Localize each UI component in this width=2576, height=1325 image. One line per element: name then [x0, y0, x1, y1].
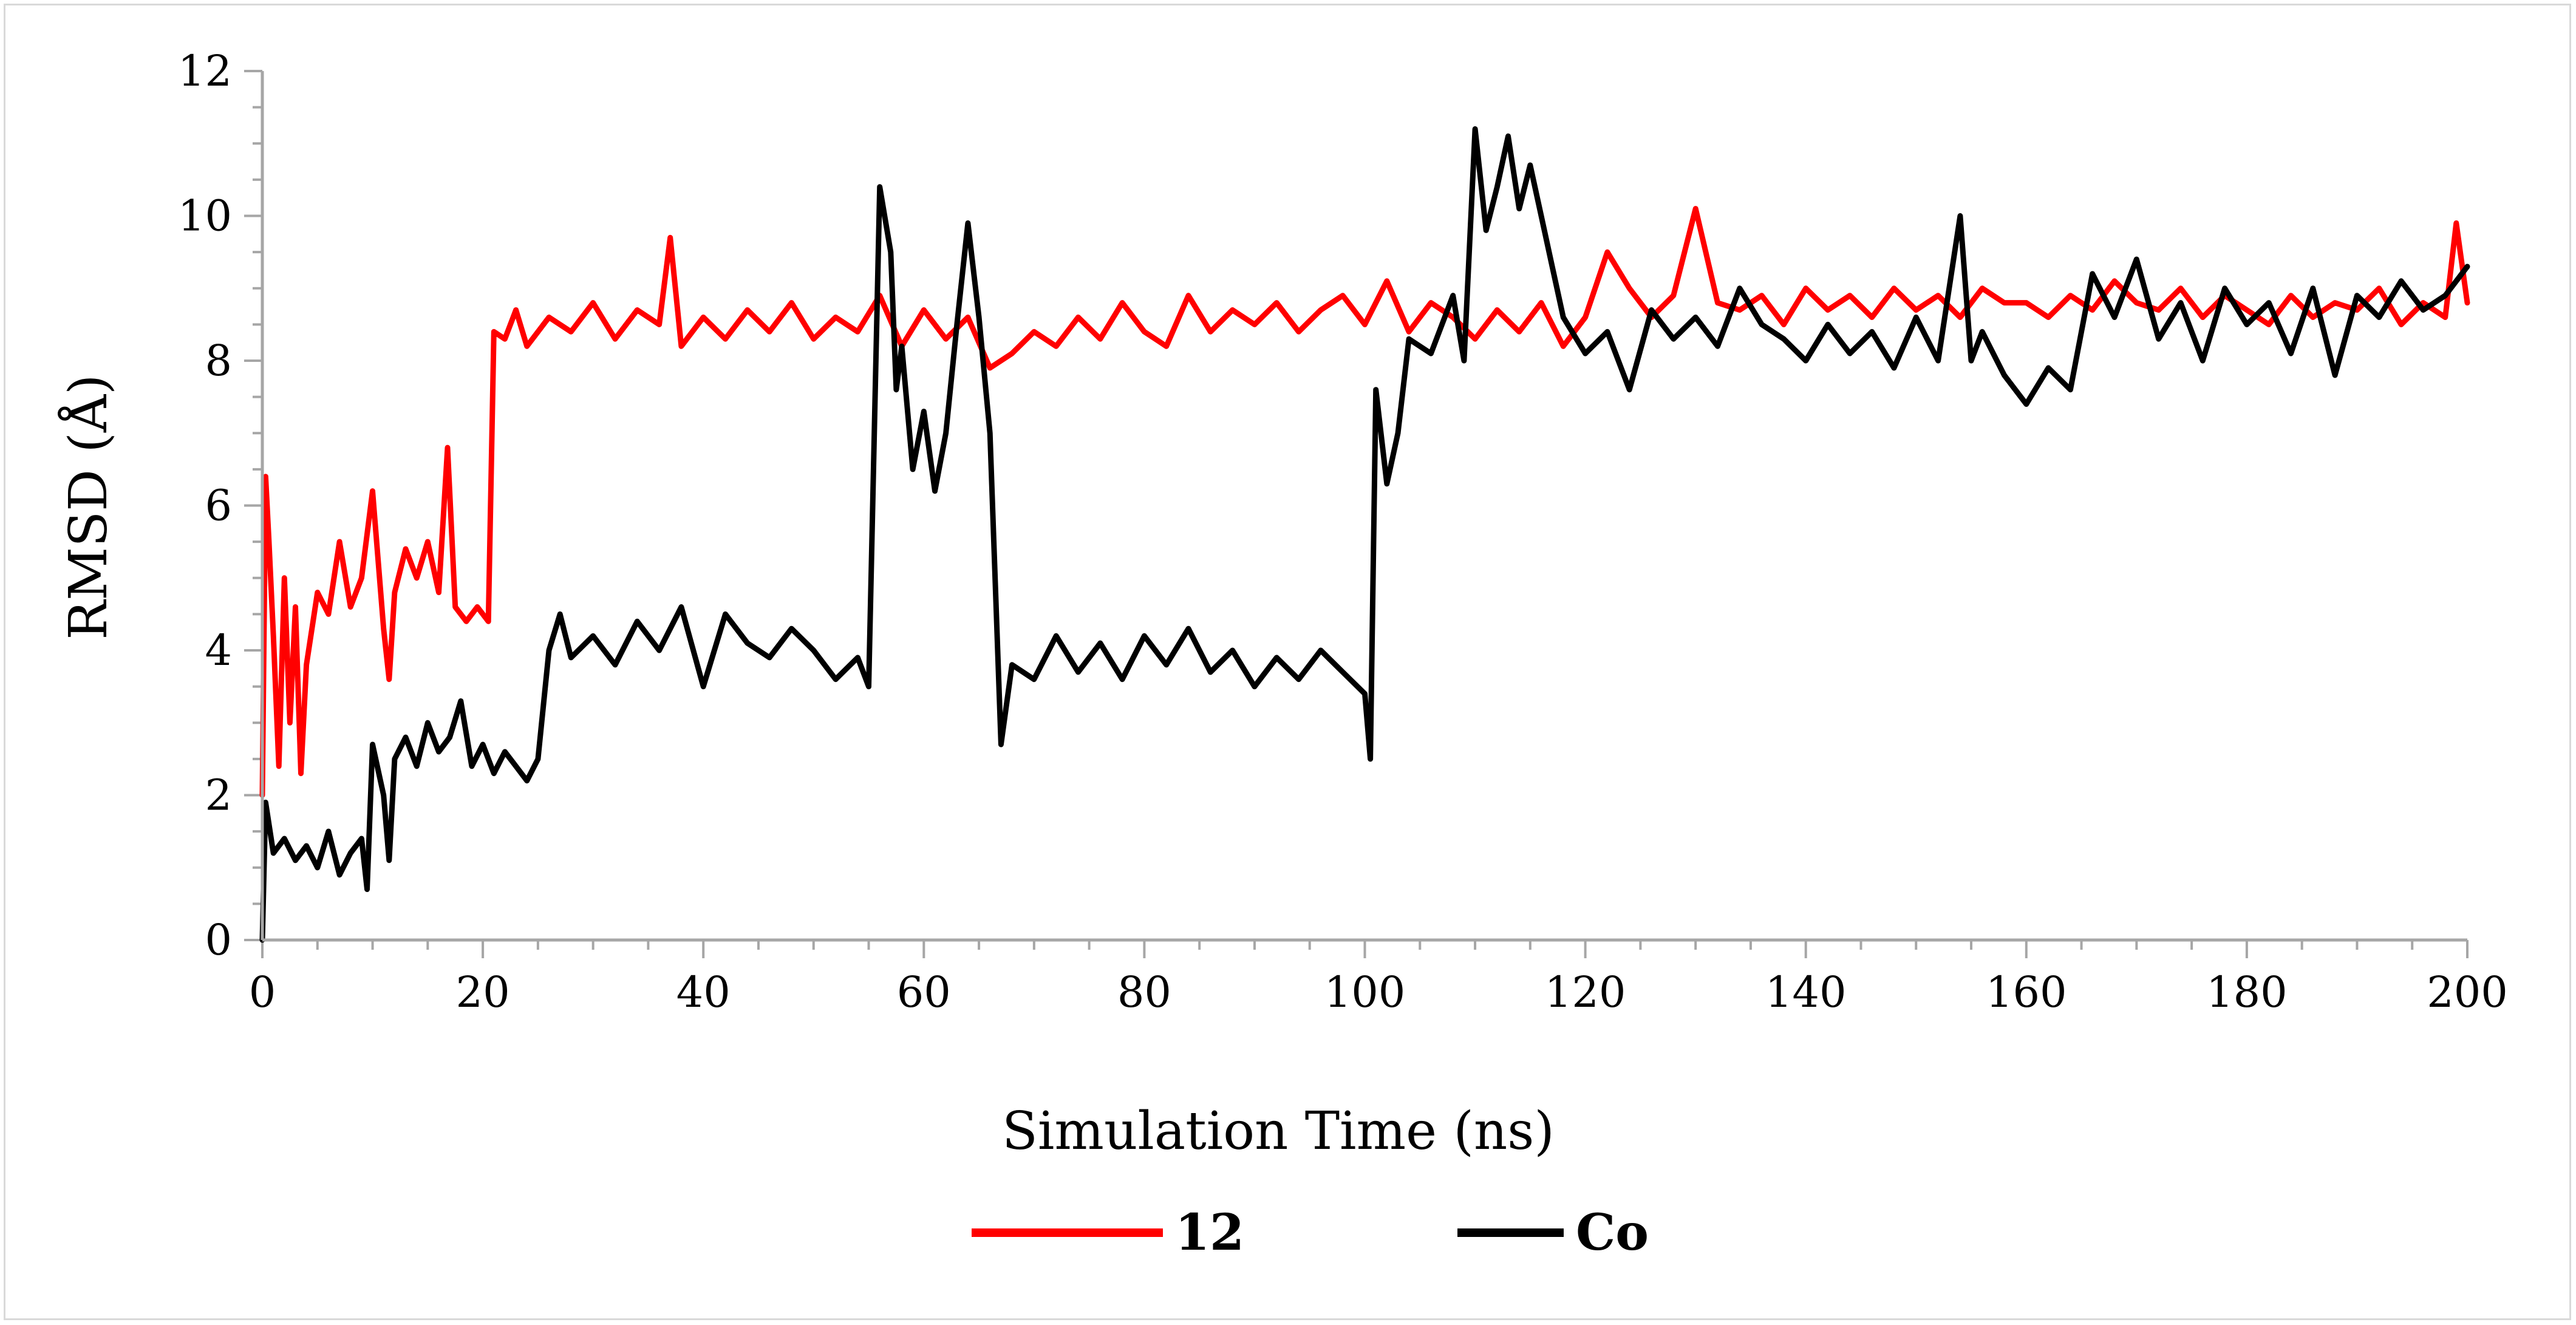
x-tick-label: 20 — [456, 967, 510, 1017]
series-layer — [259, 126, 2470, 943]
chart-frame — [4, 4, 2571, 1320]
y-tick-label: 2 — [205, 771, 232, 820]
x-tick-label: 100 — [1324, 967, 1406, 1017]
y-tick-label: 8 — [205, 336, 232, 386]
x-tick-label: 80 — [1117, 967, 1171, 1017]
x-tick-label: 160 — [1986, 967, 2067, 1017]
x-tick-label: 180 — [2206, 967, 2288, 1017]
y-axis-title: RMSD (Å) — [58, 374, 119, 639]
y-tick-label: 4 — [205, 625, 232, 675]
y-tick-label: 0 — [205, 915, 232, 965]
legend-label-co: Co — [1576, 1204, 1649, 1262]
legend: 12 Co — [972, 1204, 1649, 1262]
x-tick-label: 0 — [249, 967, 276, 1017]
x-tick-label: 120 — [1545, 967, 1626, 1017]
y-tick-label: 10 — [178, 191, 232, 241]
x-tick-label: 140 — [1765, 967, 1847, 1017]
x-tick-label: 40 — [676, 967, 731, 1017]
series-line-12 — [259, 206, 2470, 798]
x-axis-title: Simulation Time (ns) — [1002, 1101, 1555, 1162]
y-tick-label: 12 — [178, 46, 232, 96]
x-tick-label: 60 — [897, 967, 951, 1017]
x-tick-label: 200 — [2427, 967, 2508, 1017]
y-tick-label: 6 — [205, 481, 232, 531]
series-line-co — [259, 126, 2470, 943]
legend-label-12: 12 — [1175, 1204, 1244, 1262]
